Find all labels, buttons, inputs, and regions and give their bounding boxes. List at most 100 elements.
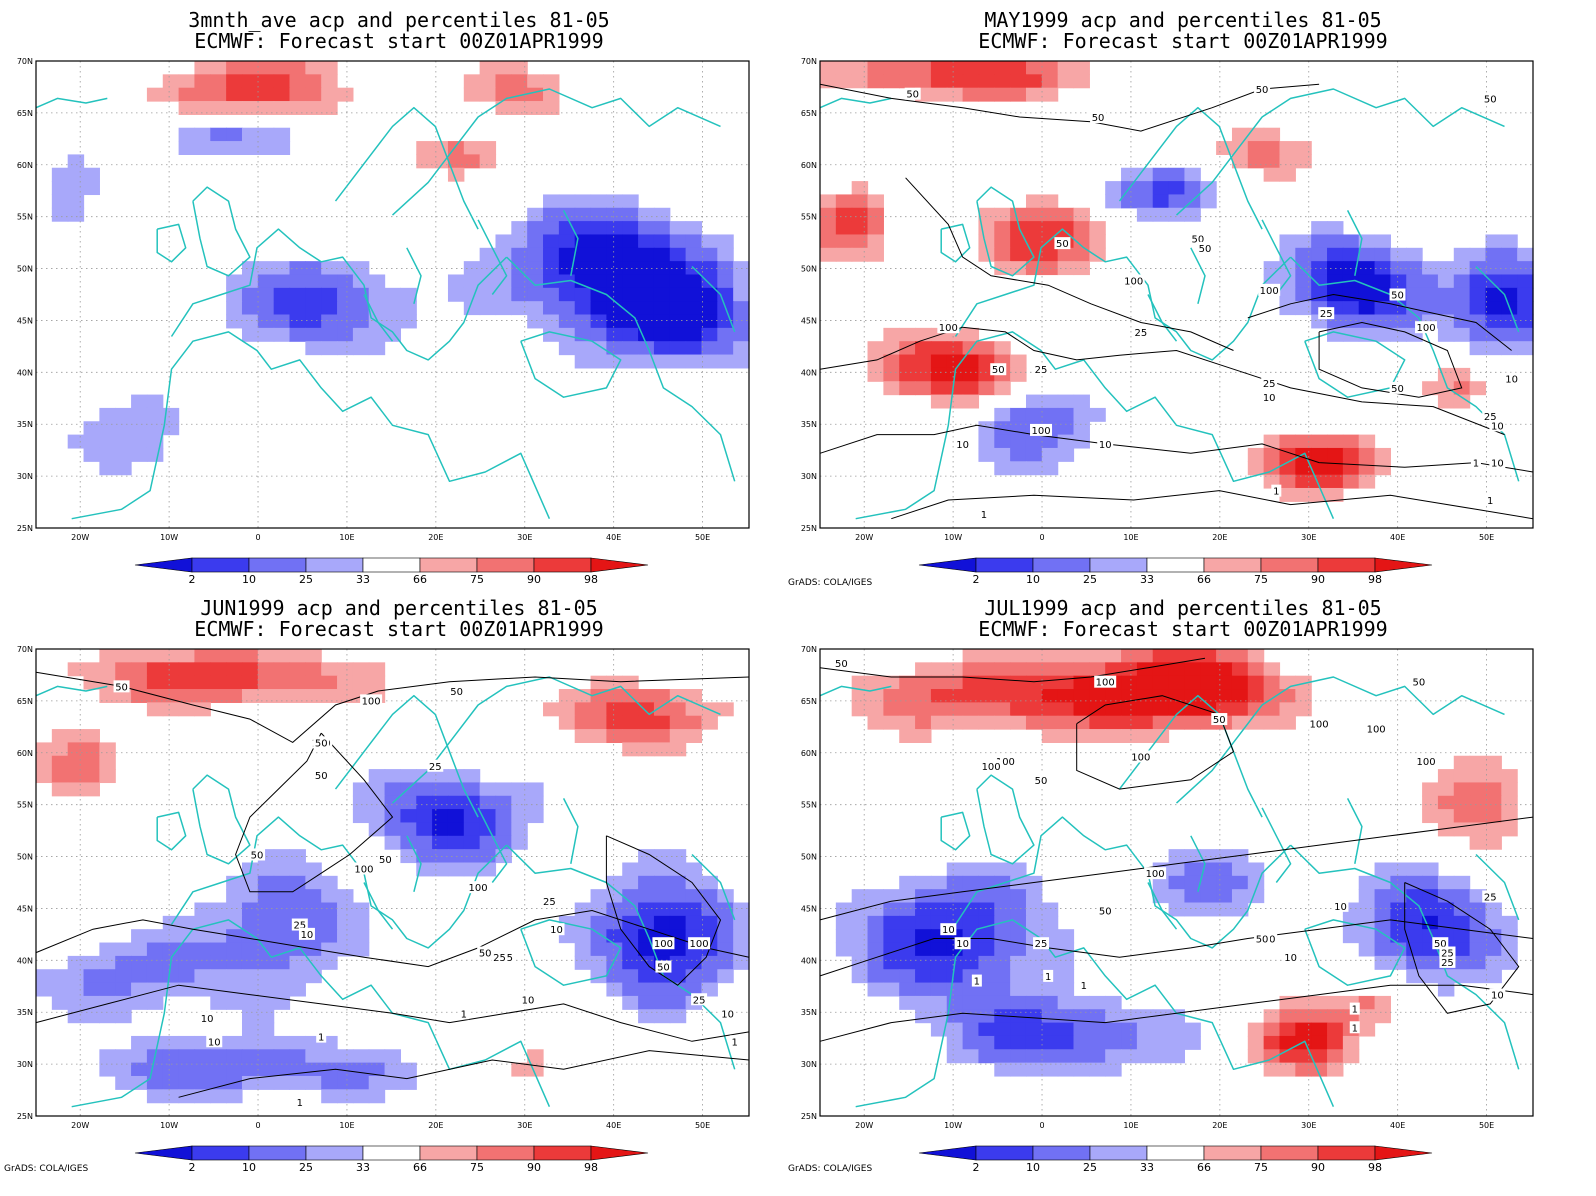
svg-text:1: 1 — [732, 1037, 738, 1048]
shade-cell — [400, 1062, 417, 1077]
coastline — [156, 223, 187, 263]
svg-text:25: 25 — [1484, 893, 1497, 904]
lat-tick-label: 25N — [801, 524, 817, 533]
shade-cell — [1136, 1049, 1154, 1064]
shade-cell — [701, 902, 718, 917]
shade-cell — [1469, 942, 1487, 957]
shade-cell — [574, 274, 592, 289]
shade-cell — [1311, 274, 1328, 289]
shade-cell — [337, 1062, 354, 1077]
shade-cell — [1374, 929, 1391, 944]
shade-cell — [1311, 287, 1328, 302]
shade-cell — [1358, 247, 1376, 262]
shade-cell — [289, 1035, 306, 1050]
shade-cell — [685, 314, 703, 329]
shade-cell — [1453, 327, 1471, 342]
shade-cell — [1406, 287, 1423, 302]
shade-cell — [733, 287, 750, 302]
lat-tick-label: 60N — [17, 749, 33, 758]
shade-cell — [1263, 1035, 1281, 1050]
contour-line — [1404, 882, 1520, 1014]
shade-cell — [1010, 1009, 1027, 1024]
svg-text:100: 100 — [1031, 426, 1050, 437]
shade-cell — [883, 915, 900, 930]
shade-cell — [368, 1075, 386, 1090]
lon-tick-label: 0 — [1039, 1121, 1044, 1130]
shade-cell — [851, 207, 869, 222]
shade-cell — [384, 822, 402, 837]
shade-cell — [669, 247, 687, 262]
shade-cell — [257, 301, 275, 316]
shade-cell — [146, 929, 164, 944]
shade-cell — [368, 675, 386, 690]
contour-label: 50 — [990, 363, 1007, 376]
shade-cell — [146, 702, 164, 717]
shade-cell — [946, 702, 964, 717]
shade-cell — [305, 327, 322, 342]
shade-cell — [273, 689, 291, 703]
shade-cell — [685, 915, 703, 930]
shade-cell — [978, 381, 995, 396]
shade-cell — [305, 287, 322, 302]
shade-cell — [384, 1062, 402, 1077]
shade-cell — [1247, 1035, 1265, 1050]
shade-cell — [1025, 662, 1043, 677]
shade-cell — [685, 221, 703, 236]
shade-cell — [1279, 434, 1296, 449]
shade-cell — [162, 649, 180, 663]
shade-cell — [1374, 461, 1391, 476]
shade-cell — [447, 835, 465, 850]
shade-cell — [669, 889, 687, 904]
shade-cell — [962, 902, 980, 917]
shade-cell — [162, 74, 180, 89]
shade-cell — [930, 702, 948, 717]
shade-cell — [867, 715, 884, 730]
shade-cell — [669, 862, 687, 877]
colorbar-label: 10 — [1026, 573, 1040, 586]
shade-cell — [99, 675, 116, 690]
contour-label: 50 — [313, 769, 330, 782]
grads-credit: GrADS: COLA/IGES — [4, 1164, 89, 1174]
colorbar-segment — [305, 557, 364, 573]
shade-cell — [851, 915, 869, 930]
lat-tick-label: 50N — [801, 853, 817, 862]
shade-cell — [1247, 889, 1265, 904]
lat-tick-label: 60N — [801, 161, 817, 170]
colorbar-label: 10 — [242, 1161, 256, 1174]
shade-cell — [638, 274, 655, 289]
shade-cell — [1073, 662, 1090, 677]
svg-text:100: 100 — [469, 883, 488, 894]
contour-line — [891, 490, 1534, 520]
colorbar-label: 33 — [356, 1161, 370, 1174]
shade-cell — [606, 689, 623, 703]
shade-cell — [1501, 274, 1518, 289]
coastline — [954, 816, 1292, 949]
panel-title-line2: ECMWF: Forecast start 00Z01APR1999 — [194, 29, 604, 53]
shade-cell — [1342, 461, 1360, 476]
shade-cell — [946, 982, 964, 997]
shade-cell — [622, 702, 639, 717]
shade-cell — [352, 782, 370, 797]
shade-cell — [1485, 327, 1502, 342]
shade-cell — [978, 1049, 995, 1064]
contour-label: 25 — [1132, 325, 1149, 339]
shade-cell — [638, 247, 655, 262]
colorbar-segment — [362, 1145, 421, 1161]
shade-cell — [257, 995, 275, 1010]
shade-cell — [1121, 1035, 1138, 1050]
shade-cell — [851, 181, 869, 196]
shade-cell — [273, 955, 291, 970]
coastlines — [819, 676, 1520, 1108]
svg-text:25: 25 — [429, 762, 442, 773]
coastline — [192, 774, 251, 865]
shade-cell — [1073, 715, 1090, 730]
shade-cell — [1295, 234, 1312, 249]
lon-tick-label: 10W — [944, 533, 962, 542]
shade-cell — [511, 822, 528, 837]
shade-cell — [1437, 902, 1455, 917]
shade-cell — [1469, 782, 1487, 797]
shade-cell — [543, 702, 560, 717]
lat-tick-label: 45N — [801, 316, 817, 325]
shade-cell — [210, 955, 227, 970]
contour-label: 25 — [1033, 363, 1050, 376]
